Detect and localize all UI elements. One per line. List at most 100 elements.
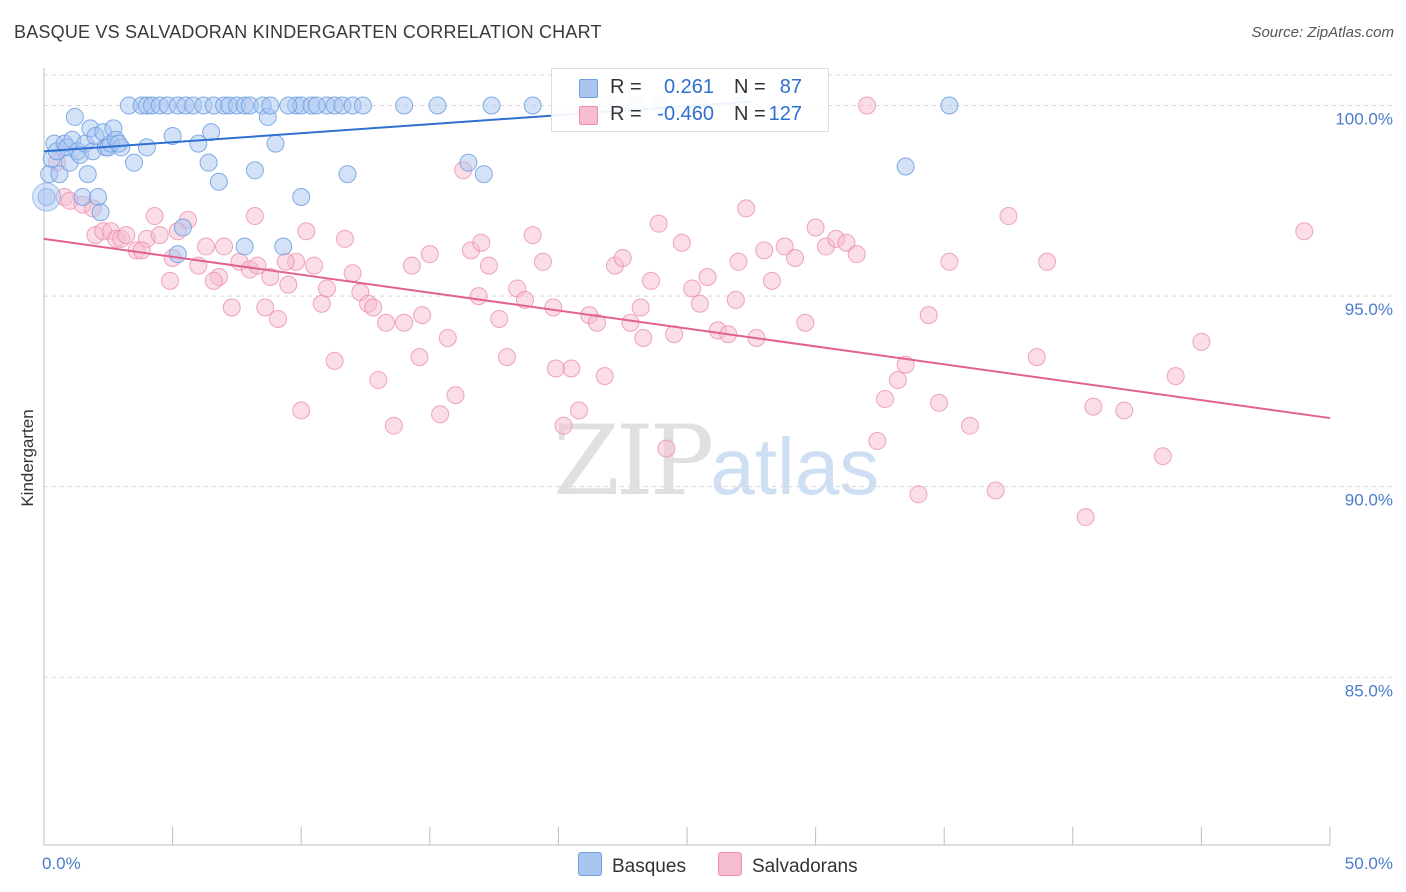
basque-point — [274, 237, 293, 256]
basque-point — [202, 123, 221, 142]
salvadorans-r-label: R = — [610, 103, 642, 125]
basque-point — [474, 165, 493, 184]
salvadoran-point — [569, 401, 588, 420]
salvadoran-point — [438, 329, 457, 348]
salvadoran-point — [888, 370, 907, 389]
basque-point — [32, 182, 62, 212]
salvadoran-point — [413, 306, 432, 325]
bottom-basques-swatch — [578, 852, 602, 876]
bottom-basques-label: Basques — [612, 856, 686, 877]
salvadoran-point — [312, 294, 331, 313]
basque-point — [125, 153, 144, 172]
salvadoran-point — [261, 268, 280, 287]
salvadoran-point — [960, 416, 979, 435]
legend-row-salvadorans: R = -0.460 N = 127 — [552, 101, 828, 129]
salvadoran-point — [204, 271, 223, 290]
basque-point — [307, 96, 326, 115]
salvadoran-point — [317, 279, 336, 298]
basques-r-label: R = — [610, 76, 642, 98]
salvadoran-point — [1027, 348, 1046, 367]
salvadorans-r-value: -0.460 — [657, 103, 714, 125]
salvadoran-point — [343, 264, 362, 283]
salvadoran-point — [1295, 222, 1314, 241]
salvadoran-point — [215, 237, 234, 256]
salvadoran-point — [222, 298, 241, 317]
salvadoran-point — [197, 237, 216, 256]
salvadoran-point — [621, 313, 640, 332]
salvadoran-point — [325, 351, 344, 370]
salvadorans-swatch — [579, 106, 598, 125]
salvadoran-point — [523, 226, 542, 245]
basque-point — [109, 134, 128, 153]
salvadoran-point — [986, 481, 1005, 500]
y-tick-label: 100.0% — [1335, 109, 1393, 128]
salvadoran-point — [410, 348, 429, 367]
salvadoran-points — [47, 96, 1314, 527]
salvadoran-point — [305, 256, 324, 275]
salvadoran-point — [796, 313, 815, 332]
salvadoran-point — [276, 252, 295, 271]
salvadoran-point — [469, 287, 488, 306]
salvadoran-point — [515, 290, 534, 309]
salvadoran-point — [497, 348, 516, 367]
salvadoran-point — [369, 370, 388, 389]
basque-point — [73, 187, 92, 206]
basque-point — [523, 96, 542, 115]
salvadoran-point — [562, 359, 581, 378]
salvadoran-point — [377, 313, 396, 332]
basque-point — [482, 96, 501, 115]
salvadoran-point — [132, 241, 151, 260]
basque-point — [37, 187, 56, 206]
salvadoran-point — [847, 245, 866, 264]
salvadoran-point — [1192, 332, 1211, 351]
basque-point — [279, 96, 298, 115]
basques-n-value: 87 — [779, 76, 802, 98]
salvadoran-point — [446, 386, 465, 405]
basque-point — [209, 172, 228, 191]
basque-point — [235, 237, 254, 256]
watermark-atlas: atlas — [710, 422, 880, 511]
basque-point — [163, 126, 182, 145]
basque-point — [261, 96, 280, 115]
salvadoran-point — [1115, 401, 1134, 420]
salvadoran-point — [726, 290, 745, 309]
salvadoran-point — [698, 268, 717, 287]
y-tick-label: 90.0% — [1345, 491, 1393, 510]
salvadoran-point — [335, 229, 354, 248]
salvadoran-point — [431, 405, 450, 424]
salvadoran-point — [858, 96, 877, 115]
salvadoran-point — [117, 226, 136, 245]
salvadoran-point — [384, 416, 403, 435]
legend-row-basques: R = 0.261 N = 87 — [552, 74, 828, 102]
salvadoran-point — [634, 329, 653, 348]
salvadoran-point — [150, 226, 169, 245]
salvadoran-point — [690, 294, 709, 313]
salvadoran-point — [544, 298, 563, 317]
tick-labels: 85.0% 90.0% 95.0% 100.0% 0.0% 50.0% Kindergart… — [18, 109, 1393, 873]
salvadoran-point — [1038, 252, 1057, 271]
chart-title: BASQUE VS SALVADORAN KINDERGARTEN CORREL… — [14, 22, 602, 42]
salvadoran-point — [876, 390, 895, 409]
bottom-salvadorans-swatch — [718, 852, 742, 876]
salvadoran-point — [729, 252, 748, 271]
basque-point — [91, 203, 110, 222]
salvadoran-point — [762, 271, 781, 290]
salvadoran-point — [641, 271, 660, 290]
grid — [44, 74, 1395, 678]
basque-point — [173, 218, 192, 237]
salvadoran-point — [533, 252, 552, 271]
salvadoran-point — [420, 245, 439, 264]
basque-point — [137, 138, 156, 157]
salvadoran-point — [657, 439, 676, 458]
basques-n-label: N = — [734, 76, 766, 98]
salvadoran-point — [999, 207, 1018, 226]
basque-point — [940, 96, 959, 115]
axes — [43, 68, 1331, 846]
salvadorans-n-label: N = — [734, 103, 766, 125]
salvadoran-point — [256, 298, 275, 317]
salvadoran-point — [1076, 508, 1095, 527]
salvadoran-point — [940, 252, 959, 271]
basque-point — [199, 153, 218, 172]
salvadoran-point — [649, 214, 668, 233]
salvadoran-point — [297, 222, 316, 241]
